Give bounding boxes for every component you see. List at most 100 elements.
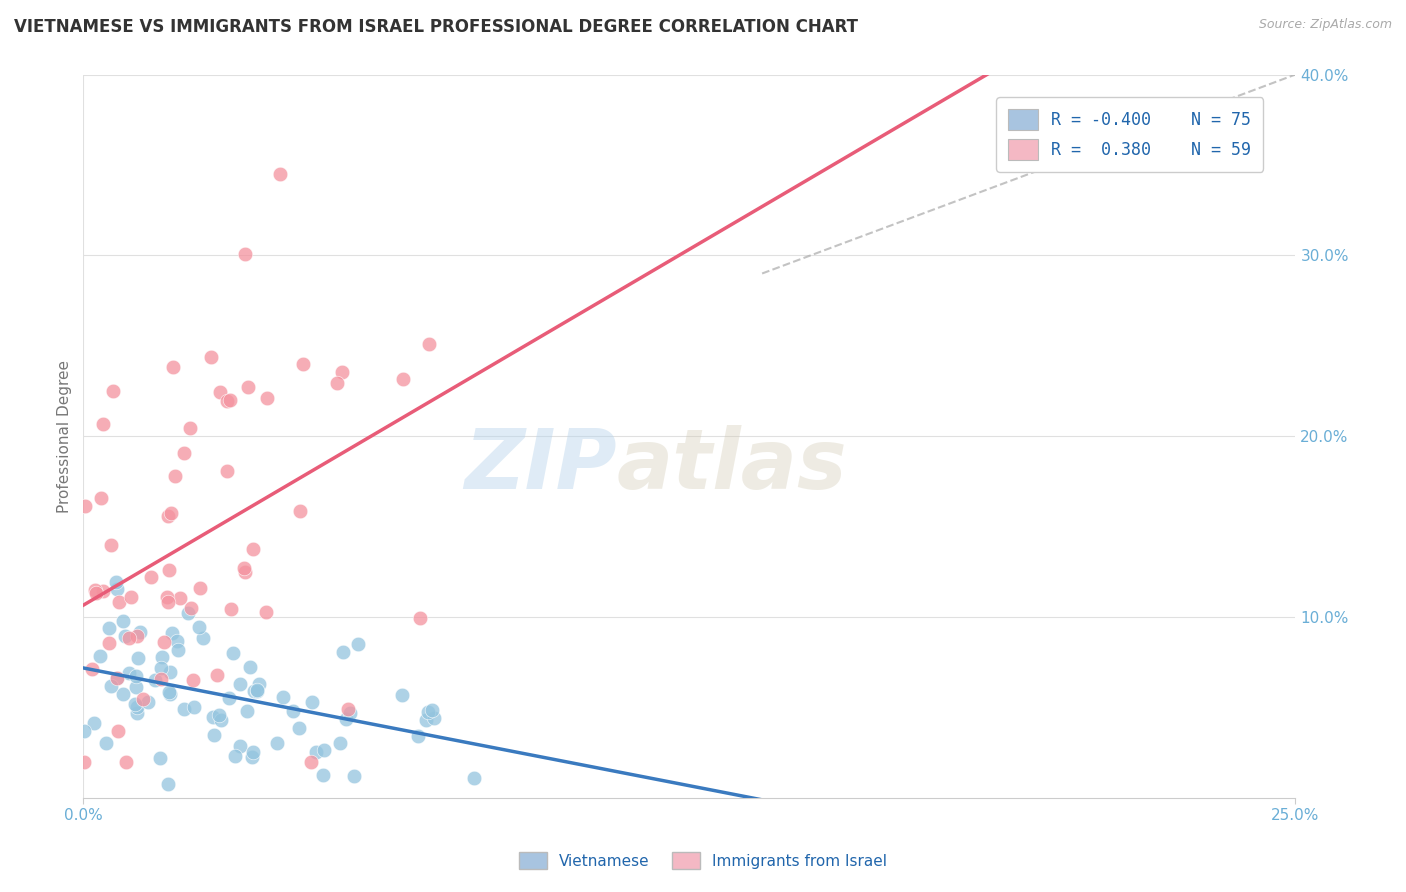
Point [209, 713, 232, 727]
Point [222, 646, 245, 660]
Point [339, 706, 361, 720]
Point [273, 690, 295, 704]
Point [153, 635, 176, 649]
Point [236, 704, 259, 718]
Point [229, 739, 252, 753]
Point [218, 393, 240, 408]
Point [247, 677, 270, 691]
Point [98, 636, 121, 650]
Point [290, 504, 312, 518]
Point [233, 561, 256, 575]
Point [118, 631, 141, 645]
Point [89, 649, 111, 664]
Point [127, 650, 149, 665]
Point [207, 708, 229, 723]
Point [159, 665, 181, 679]
Point [415, 714, 437, 728]
Point [243, 684, 266, 698]
Point [91, 583, 114, 598]
Point [180, 600, 202, 615]
Point [283, 705, 305, 719]
Point [200, 350, 222, 364]
Point [314, 743, 336, 757]
Y-axis label: Professional Degree: Professional Degree [58, 359, 72, 513]
Point [84, 582, 107, 597]
Point [157, 685, 180, 699]
Point [83, 715, 105, 730]
Point [188, 582, 211, 596]
Point [329, 736, 352, 750]
Point [287, 721, 309, 735]
Point [150, 649, 173, 664]
Point [149, 661, 172, 675]
Point [156, 594, 179, 608]
Point [332, 645, 354, 659]
Point [254, 605, 277, 619]
Point [176, 606, 198, 620]
Point [160, 506, 183, 520]
Point [104, 574, 127, 589]
Point [269, 167, 291, 181]
Point [73, 499, 96, 513]
Point [165, 469, 187, 483]
Point [94, 736, 117, 750]
Point [128, 624, 150, 639]
Point [463, 771, 485, 785]
Point [160, 626, 183, 640]
Legend: R = -0.400    N = 75, R =  0.380    N = 59: R = -0.400 N = 75, R = 0.380 N = 59 [997, 97, 1263, 172]
Point [228, 677, 250, 691]
Point [418, 336, 440, 351]
Point [159, 687, 181, 701]
Point [100, 537, 122, 551]
Point [301, 695, 323, 709]
Point [105, 582, 128, 596]
Point [156, 777, 179, 791]
Point [218, 690, 240, 705]
Point [73, 723, 96, 738]
Point [114, 755, 136, 769]
Point [107, 724, 129, 739]
Legend: Vietnamese, Immigrants from Israel: Vietnamese, Immigrants from Israel [513, 846, 893, 875]
Point [236, 380, 259, 394]
Point [205, 667, 228, 681]
Point [266, 736, 288, 750]
Point [246, 682, 269, 697]
Point [420, 704, 443, 718]
Point [143, 673, 166, 687]
Point [156, 590, 179, 604]
Point [166, 634, 188, 648]
Point [191, 631, 214, 645]
Point [242, 542, 264, 557]
Point [141, 570, 163, 584]
Point [179, 421, 201, 435]
Point [202, 728, 225, 742]
Point [391, 688, 413, 702]
Point [392, 372, 415, 386]
Point [125, 629, 148, 643]
Point [326, 376, 349, 390]
Point [224, 749, 246, 764]
Text: ZIP: ZIP [464, 425, 617, 506]
Point [240, 750, 263, 764]
Point [217, 464, 239, 478]
Point [330, 365, 353, 379]
Point [90, 491, 112, 506]
Point [108, 595, 131, 609]
Point [217, 394, 239, 409]
Point [105, 671, 128, 685]
Point [111, 614, 134, 628]
Point [120, 591, 142, 605]
Text: Source: ZipAtlas.com: Source: ZipAtlas.com [1258, 18, 1392, 31]
Point [423, 711, 446, 725]
Point [111, 687, 134, 701]
Point [188, 620, 211, 634]
Point [233, 247, 256, 261]
Point [239, 660, 262, 674]
Point [299, 755, 322, 769]
Point [181, 673, 204, 687]
Point [124, 698, 146, 712]
Point [343, 769, 366, 783]
Point [335, 712, 357, 726]
Point [406, 729, 429, 743]
Point [312, 768, 335, 782]
